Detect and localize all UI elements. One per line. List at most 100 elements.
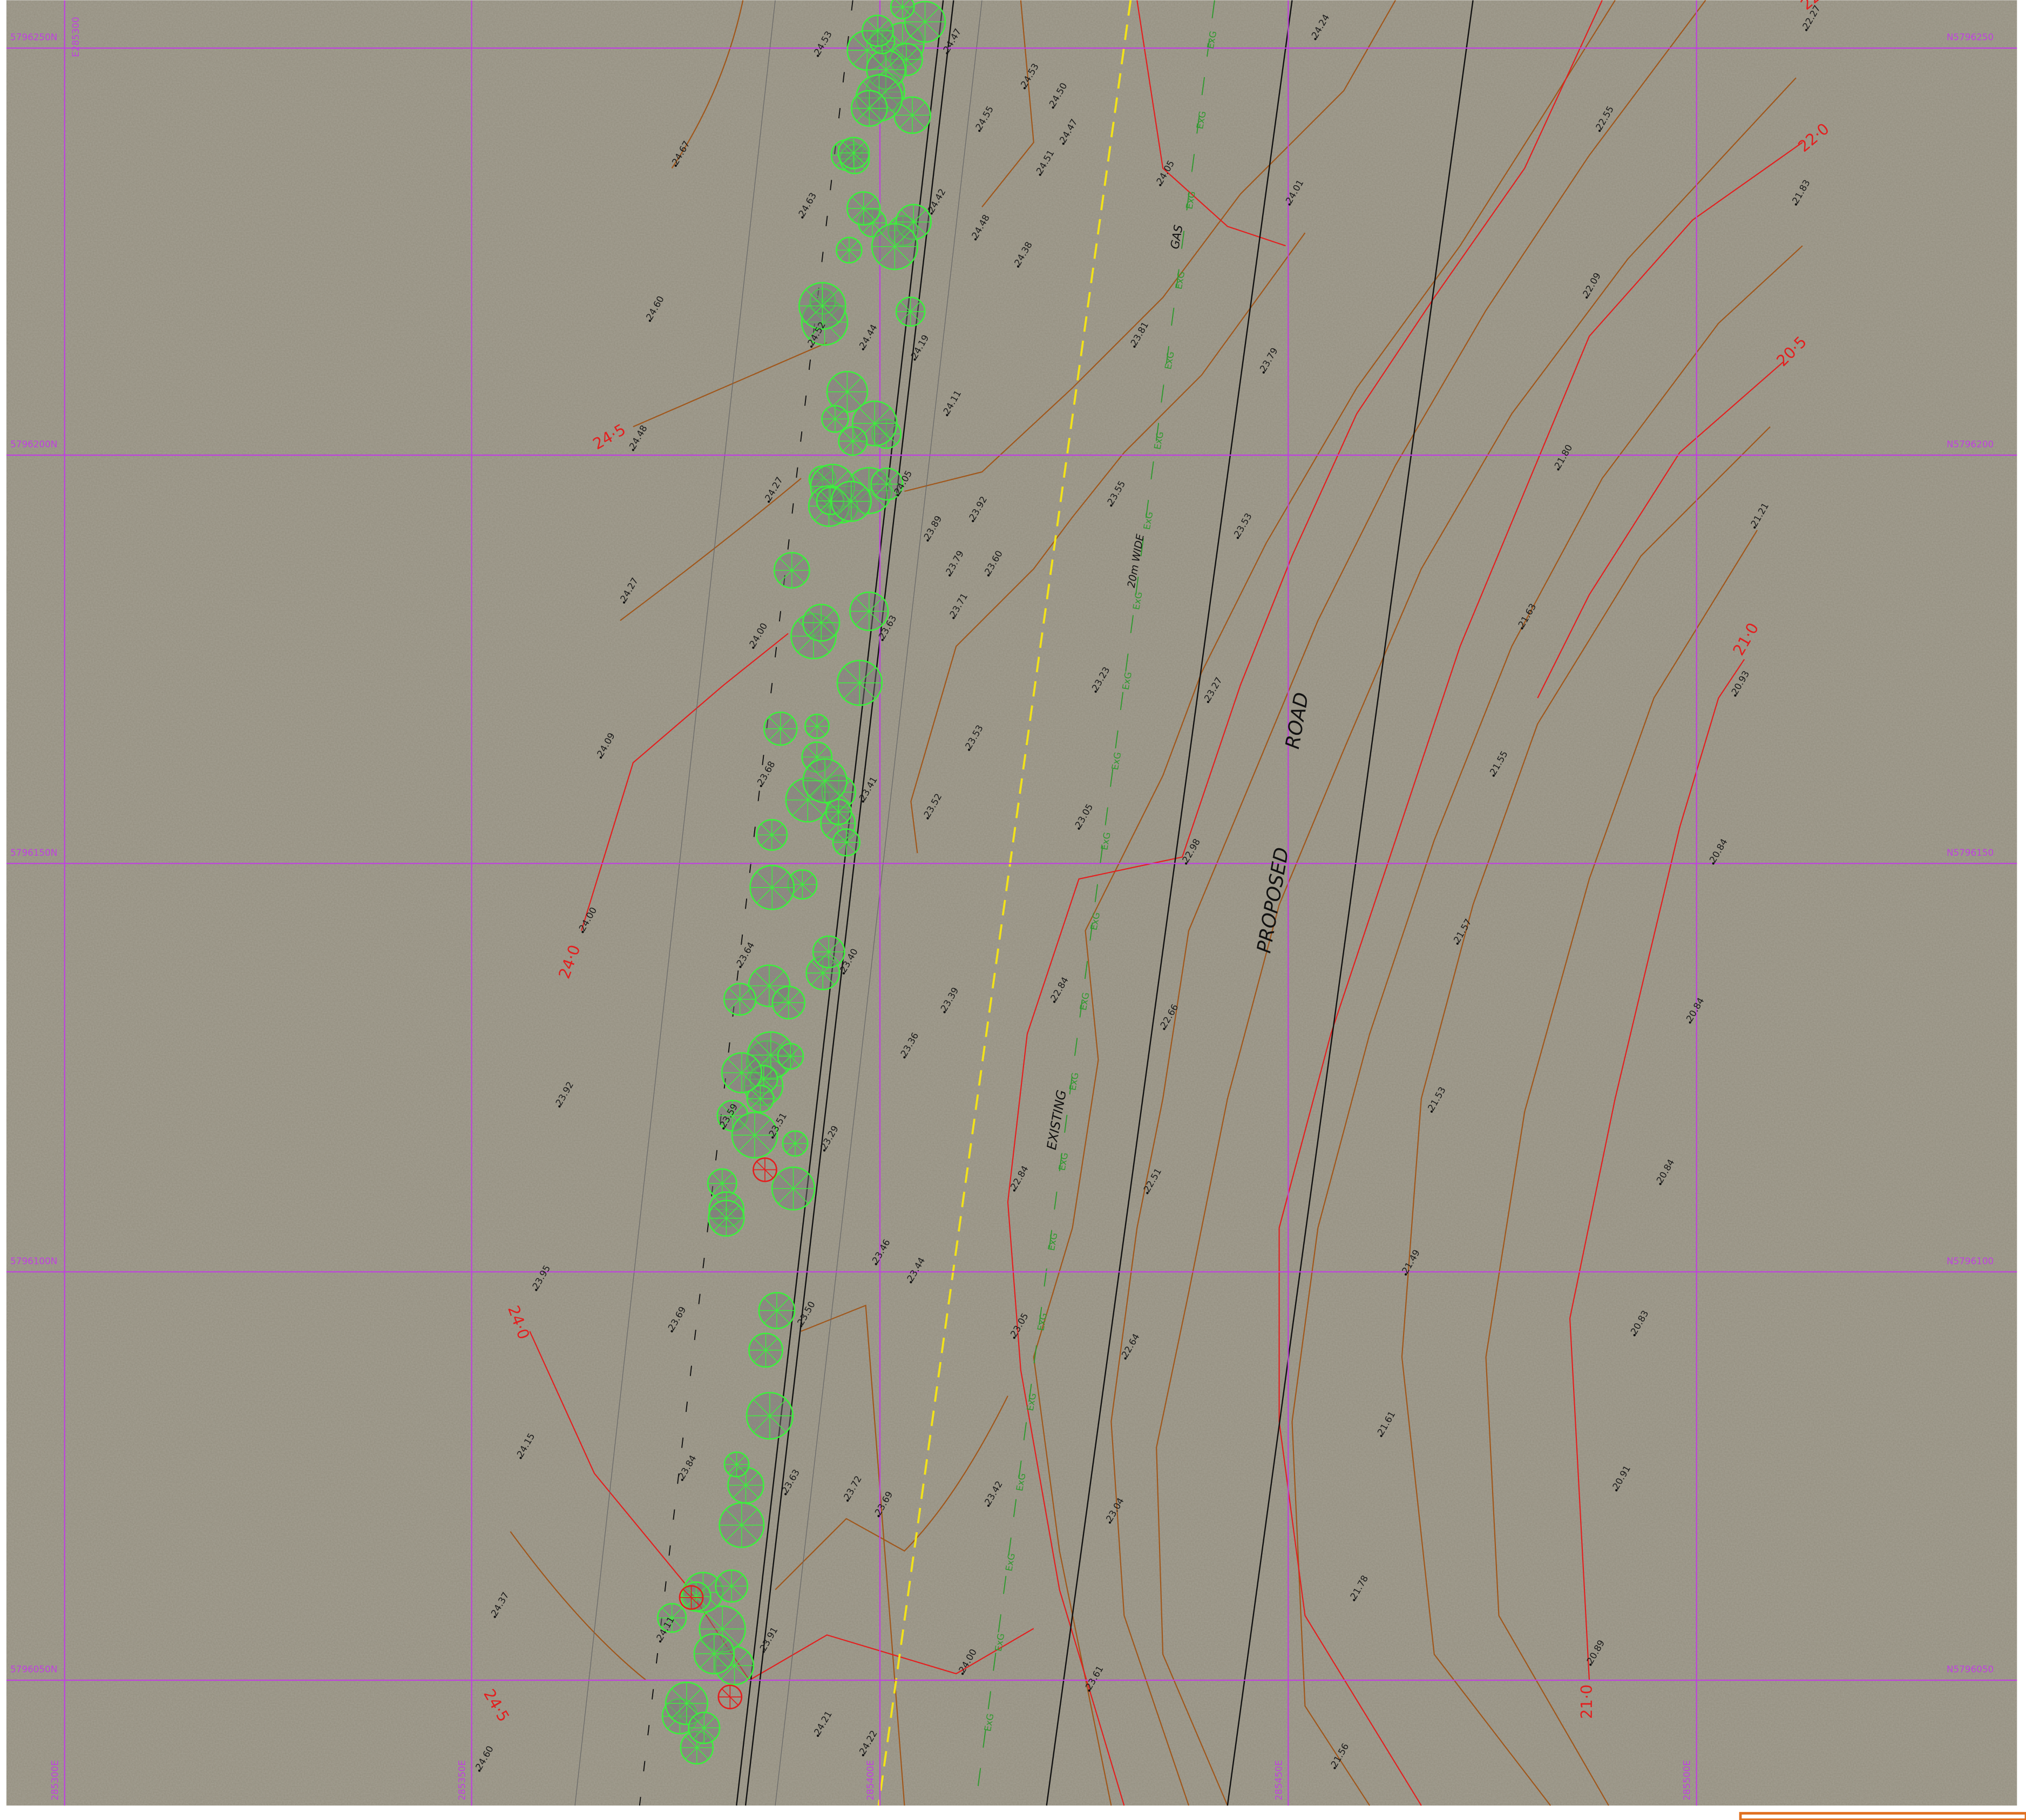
- spot-height-point: [810, 345, 813, 348]
- spot-height-point: [581, 931, 584, 933]
- centre-line: [877, 0, 1132, 1806]
- spot-height-point: [946, 52, 948, 55]
- spot-height-point: [946, 414, 948, 416]
- spot-height-point: [842, 972, 845, 975]
- spot-height-point: [1557, 468, 1560, 471]
- spot-height-point: [862, 348, 865, 350]
- spot-height-point: [1159, 184, 1162, 186]
- spot-height-point: [1207, 700, 1210, 703]
- spot-height-point: [987, 574, 990, 577]
- spot-height-point: [493, 1615, 496, 1618]
- tree-spokes: [891, 0, 914, 19]
- tree-spokes: [832, 829, 860, 856]
- tree-spokes: [791, 613, 836, 659]
- easting-label: 285300E: [50, 1760, 60, 1801]
- tree-spokes: [803, 759, 847, 803]
- tree-spokes: [731, 1112, 777, 1158]
- spot-height-point: [674, 164, 677, 167]
- tree-spokes: [822, 775, 856, 809]
- spot-height-point: [1734, 694, 1737, 697]
- contour: [1110, 0, 1706, 1806]
- contour: [620, 478, 802, 621]
- northing-label: 5796100N: [10, 1255, 57, 1266]
- spot-height-point: [1163, 1027, 1166, 1030]
- spot-height-point: [1053, 1000, 1056, 1003]
- tree-spokes: [809, 486, 849, 526]
- spot-height-point: [897, 494, 899, 497]
- spot-height-point: [823, 1149, 826, 1152]
- spot-height-point: [1108, 1521, 1112, 1524]
- spot-height-point: [1794, 203, 1798, 206]
- tree-spokes: [722, 1053, 762, 1093]
- contour: [581, 633, 789, 931]
- tree-spokes: [699, 1606, 746, 1652]
- spot-height-point: [1023, 87, 1026, 90]
- tree-spokes: [802, 299, 848, 345]
- spot-height-point: [875, 1263, 877, 1266]
- spot-height-point: [670, 1330, 673, 1332]
- spot-height-point: [1456, 942, 1459, 945]
- tree-spokes: [747, 1392, 793, 1439]
- northing-label: 5796050N: [10, 1664, 57, 1675]
- tree-spokes: [821, 806, 855, 841]
- spot-height-point: [943, 1011, 946, 1013]
- easting-label: 285350E: [457, 1760, 467, 1801]
- spot-height-point: [599, 756, 602, 759]
- spot-height-point: [952, 617, 955, 619]
- proposed-road-edge: [1046, 0, 1293, 1806]
- spot-height-point: [722, 1127, 725, 1130]
- tree-spokes: [822, 405, 849, 432]
- spot-height-point: [1062, 143, 1065, 145]
- spot-height-point: [535, 1289, 538, 1291]
- contour: [1007, 0, 1603, 1806]
- spot-height-point: [967, 748, 971, 751]
- tree-spokes: [749, 1333, 783, 1367]
- tree-spokes: [862, 15, 893, 46]
- spot-height-point: [974, 238, 977, 241]
- easting-label: E285300: [70, 17, 81, 57]
- tree-spokes: [905, 1, 945, 42]
- tree-spokes: [715, 1570, 748, 1602]
- tree-spokes: [719, 1503, 764, 1547]
- spot-height-point: [1013, 1336, 1016, 1339]
- tree-spokes: [756, 820, 787, 850]
- spot-height-point: [1314, 38, 1317, 40]
- northing-label: 5796250N: [10, 32, 57, 43]
- tree-spokes: [658, 1604, 686, 1633]
- tree-spokes: [837, 660, 882, 706]
- spot-height-point: [816, 55, 819, 57]
- tree-spokes: [838, 427, 867, 456]
- contour: [1401, 426, 1771, 1806]
- spot-height-point: [846, 1499, 849, 1502]
- contour: [1156, 77, 1797, 1806]
- tree-spokes: [708, 1200, 744, 1236]
- linework: [574, 0, 1474, 1806]
- spot-height-point: [1052, 106, 1054, 109]
- tree-spokes: [724, 983, 756, 1015]
- tree-spokes: [846, 468, 892, 514]
- spot-height-point: [1633, 1334, 1636, 1337]
- contour-label: 21·0: [1577, 1684, 1596, 1719]
- tree-spokes: [831, 481, 871, 522]
- spot-height-point: [961, 1672, 964, 1675]
- easting-label: 285450E: [1273, 1760, 1284, 1801]
- spot-height-point: [1585, 296, 1588, 299]
- spot-height-point: [1013, 1189, 1016, 1192]
- spot-height-point: [1094, 690, 1097, 693]
- contour: [910, 232, 1306, 854]
- spot-height-point: [1333, 1767, 1336, 1769]
- spot-height-point: [1236, 537, 1239, 539]
- spot-height-point: [799, 1325, 803, 1328]
- tree-spokes: [836, 237, 862, 263]
- fence-line: [639, 0, 853, 1806]
- tree-spokes: [758, 1293, 795, 1329]
- northing-label: 5796200N: [10, 439, 57, 450]
- tree-spokes: [680, 1731, 713, 1764]
- spot-height-point: [1589, 1663, 1592, 1666]
- tree-remove-spokes: [718, 1685, 742, 1709]
- tree-spokes: [850, 592, 889, 631]
- tree-spokes: [872, 419, 901, 449]
- tree-spokes: [851, 90, 887, 126]
- spot-height-point: [1017, 265, 1020, 268]
